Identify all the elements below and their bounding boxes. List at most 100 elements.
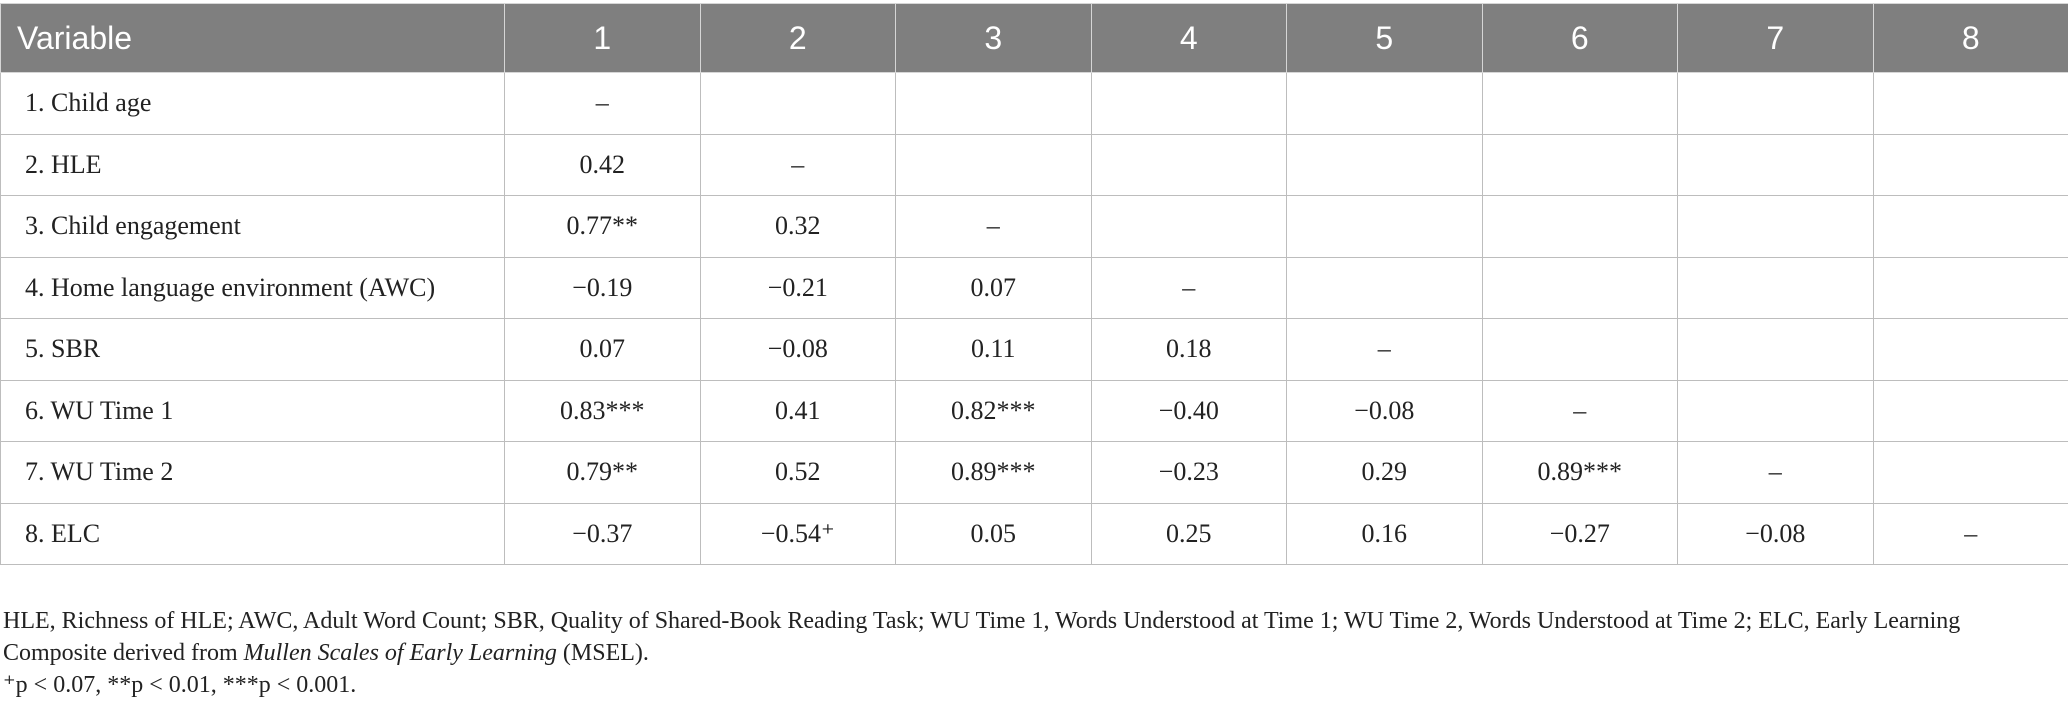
correlation-cell: – xyxy=(895,195,1092,258)
header-col-3: 3 xyxy=(895,3,1092,73)
header-col-6: 6 xyxy=(1481,3,1678,73)
header-col-4: 4 xyxy=(1090,3,1287,73)
mullen-scales-title: Mullen Scales of Early Learning xyxy=(243,640,557,666)
row-variable-label: 5. SBR xyxy=(0,318,505,381)
correlation-cell: 0.77** xyxy=(504,195,701,258)
correlation-cell: −0.08 xyxy=(1677,502,1874,565)
row-variable-label: 4. Home language environment (AWC) xyxy=(0,256,505,319)
correlation-cell xyxy=(1481,318,1678,381)
correlation-cell xyxy=(1481,72,1678,135)
correlation-cell xyxy=(1872,256,2068,319)
header-col-7: 7 xyxy=(1677,3,1874,73)
correlation-cell: – xyxy=(1090,256,1287,319)
correlation-table-container: Variable 1 2 3 4 5 6 7 8 1. Child age –2. HLE 0.42… xyxy=(0,3,2068,565)
correlation-cell: −0.23 xyxy=(1090,441,1287,504)
correlation-cell: −0.54⁺ xyxy=(699,502,896,565)
header-col-8: 8 xyxy=(1872,3,2068,73)
table-header: Variable 1 2 3 4 5 6 7 8 xyxy=(0,3,2068,73)
correlation-cell xyxy=(1481,195,1678,258)
table-row: 4. Home language environment (AWC) −0.19−… xyxy=(0,256,2068,319)
header-variable: Variable xyxy=(0,3,505,73)
correlation-table: Variable 1 2 3 4 5 6 7 8 1. Child age –2. HLE 0.42… xyxy=(0,3,2068,565)
row-variable-label: 1. Child age xyxy=(0,72,505,135)
header-col-5: 5 xyxy=(1286,3,1483,73)
abbreviations-text: HLE, Richness of HLE; AWC, Adult Word Co… xyxy=(3,608,1961,666)
row-variable-label: 7. WU Time 2 xyxy=(0,441,505,504)
correlation-cell: 0.16 xyxy=(1286,502,1483,565)
correlation-cell: 0.25 xyxy=(1090,502,1287,565)
correlation-cell: −0.19 xyxy=(504,256,701,319)
correlation-cell xyxy=(1090,72,1287,135)
correlation-cell xyxy=(1286,72,1483,135)
table-row: 3. Child engagement 0.77** 0.32– xyxy=(0,195,2068,258)
row-variable-label: 8. ELC xyxy=(0,502,505,565)
table-row: 8. ELC −0.37 −0.54⁺ 0.05 0.25 0.16 −0.27 −0.08– xyxy=(0,502,2068,565)
correlation-cell: 0.18 xyxy=(1090,318,1287,381)
correlation-cell: – xyxy=(1481,379,1678,442)
table-row: 2. HLE 0.42– xyxy=(0,133,2068,196)
correlation-cell: 0.89*** xyxy=(895,441,1092,504)
correlation-cell: 0.89*** xyxy=(1481,441,1678,504)
correlation-cell xyxy=(1872,318,2068,381)
correlation-cell xyxy=(1872,379,2068,442)
table-row: 1. Child age – xyxy=(0,72,2068,135)
table-row: 6. WU Time 1 0.83*** 0.41 0.82*** −0.40 −0.08… xyxy=(0,379,2068,442)
correlation-cell xyxy=(1872,441,2068,504)
correlation-cell xyxy=(1677,256,1874,319)
correlation-cell: −0.08 xyxy=(1286,379,1483,442)
table-row: 7. WU Time 2 0.79** 0.52 0.89*** −0.23 0.29 0.… xyxy=(0,441,2068,504)
correlation-cell xyxy=(1677,195,1874,258)
correlation-cell xyxy=(1872,72,2068,135)
correlation-cell: 0.82*** xyxy=(895,379,1092,442)
correlation-cell: 0.79** xyxy=(504,441,701,504)
row-variable-label: 3. Child engagement xyxy=(0,195,505,258)
correlation-cell: −0.40 xyxy=(1090,379,1287,442)
correlation-cell: 0.83*** xyxy=(504,379,701,442)
correlation-cell: −0.37 xyxy=(504,502,701,565)
correlation-cell xyxy=(699,72,896,135)
correlation-cell: 0.29 xyxy=(1286,441,1483,504)
correlation-cell: 0.32 xyxy=(699,195,896,258)
correlation-cell: 0.05 xyxy=(895,502,1092,565)
correlation-cell: −0.08 xyxy=(699,318,896,381)
header-col-2: 2 xyxy=(699,3,896,73)
correlation-cell xyxy=(1090,133,1287,196)
correlation-cell xyxy=(1481,256,1678,319)
table-body: 1. Child age –2. HLE 0.42–3. Child engagem… xyxy=(0,72,2068,565)
correlation-cell xyxy=(895,72,1092,135)
correlation-cell: – xyxy=(1286,318,1483,381)
correlation-cell xyxy=(1677,72,1874,135)
correlation-cell xyxy=(1090,195,1287,258)
correlation-cell xyxy=(1286,133,1483,196)
correlation-cell: 0.07 xyxy=(895,256,1092,319)
significance-note: ⁺p < 0.07, **p < 0.01, ***p < 0.001. xyxy=(3,672,357,698)
row-variable-label: 6. WU Time 1 xyxy=(0,379,505,442)
correlation-cell: 0.42 xyxy=(504,133,701,196)
correlation-cell xyxy=(895,133,1092,196)
correlation-cell: – xyxy=(699,133,896,196)
correlation-cell: – xyxy=(1872,502,2068,565)
header-row: Variable 1 2 3 4 5 6 7 8 xyxy=(0,3,2068,73)
correlation-cell: – xyxy=(1677,441,1874,504)
abbreviations-note: HLE, Richness of HLE; AWC, Adult Word Co… xyxy=(3,605,2043,669)
correlation-cell: – xyxy=(504,72,701,135)
correlation-cell: 0.07 xyxy=(504,318,701,381)
correlation-cell xyxy=(1481,133,1678,196)
correlation-cell: −0.21 xyxy=(699,256,896,319)
correlation-cell xyxy=(1286,256,1483,319)
table-footnote: HLE, Richness of HLE; AWC, Adult Word Co… xyxy=(3,605,2043,701)
correlation-cell: −0.27 xyxy=(1481,502,1678,565)
header-col-1: 1 xyxy=(504,3,701,73)
abbreviations-text-end: (MSEL). xyxy=(556,640,649,666)
correlation-cell xyxy=(1677,318,1874,381)
row-variable-label: 2. HLE xyxy=(0,133,505,196)
correlation-cell xyxy=(1872,195,2068,258)
correlation-cell xyxy=(1286,195,1483,258)
correlation-cell xyxy=(1872,133,2068,196)
correlation-cell xyxy=(1677,379,1874,442)
correlation-cell xyxy=(1677,133,1874,196)
table-row: 5. SBR 0.07 −0.08 0.11 0.18– xyxy=(0,318,2068,381)
correlation-cell: 0.52 xyxy=(699,441,896,504)
correlation-cell: 0.41 xyxy=(699,379,896,442)
correlation-cell: 0.11 xyxy=(895,318,1092,381)
